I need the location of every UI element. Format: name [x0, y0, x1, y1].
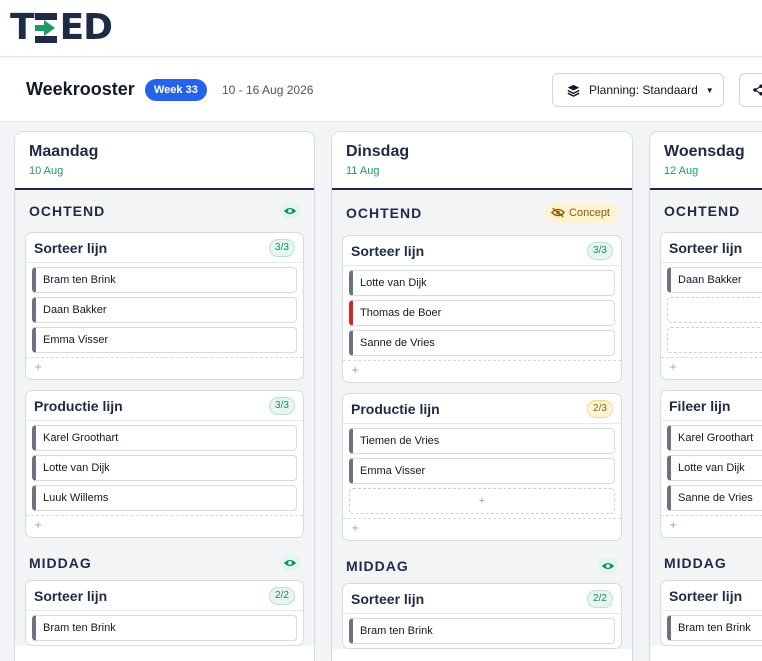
shift-middag: MIDDAG Sorteer lijn 2/2 Bram ten Brink — [15, 538, 314, 646]
fill-count-badge: 3/3 — [269, 396, 295, 415]
add-worker-button[interactable]: + — [26, 515, 303, 537]
share-icon — [752, 81, 762, 100]
worker-slot[interactable]: Lotte van Dijk — [667, 455, 762, 481]
worker-slot[interactable]: Bram ten Brink — [32, 615, 297, 641]
day-header: Dinsdag 11 Aug — [332, 132, 632, 190]
logo-arrow-e — [34, 13, 59, 43]
date-range: 10 - 16 Aug 2026 — [222, 83, 314, 97]
day-name: Dinsdag — [346, 143, 410, 160]
worker-slot[interactable]: Sanne de Vries — [349, 330, 615, 356]
eye-icon[interactable] — [280, 555, 300, 571]
planning-dropdown[interactable]: Planning: Standaard ▼ — [552, 73, 724, 107]
day-date: 11 Aug — [346, 165, 380, 177]
fill-count-badge: 3/3 — [269, 238, 295, 257]
line-title: Fileer lijn — [669, 397, 731, 414]
day-header: Maandag 10 Aug — [15, 132, 314, 190]
day-name: Woensdag — [664, 143, 745, 160]
worker-slot[interactable]: Lotte van Dijk — [32, 455, 297, 481]
fill-count-badge: 2/2 — [587, 589, 613, 608]
line-card: Sorteer lijn 2/2 Bram ten Brink — [25, 580, 304, 646]
line-card: Productie lijn 2/3 Tiemen de Vries Emma … — [342, 393, 622, 541]
line-card: Productie lijn 3/3 Karel Groothart Lotte… — [25, 390, 304, 538]
line-title: Sorteer lijn — [351, 590, 425, 607]
worker-slot-conflict[interactable]: Thomas de Boer — [349, 300, 615, 326]
fill-count-badge: 3/3 — [587, 241, 613, 260]
day-name: Maandag — [29, 143, 99, 160]
fill-count-badge: 2/2 — [269, 586, 295, 605]
line-title: Sorteer lijn — [34, 587, 108, 604]
worker-slot[interactable]: Lotte van Dijk — [349, 270, 615, 296]
add-worker-button[interactable]: + — [26, 357, 303, 379]
shift-middag: MIDDAG Sorteer lijn Bram ten Brink — [650, 538, 762, 646]
line-title: Sorteer lijn — [669, 239, 743, 256]
add-worker-button[interactable]: + — [661, 357, 762, 379]
worker-slot[interactable]: Daan Bakker — [667, 267, 762, 293]
line-card: Sorteer lijn Bram ten Brink — [660, 580, 762, 646]
worker-slot[interactable]: Tiemen de Vries — [349, 428, 615, 454]
empty-slot-add[interactable]: + — [349, 488, 615, 514]
fill-count-badge: 2/3 — [587, 399, 613, 418]
layers-icon — [567, 84, 580, 97]
line-title: Sorteer lijn — [669, 587, 743, 604]
worker-slot[interactable]: Bram ten Brink — [32, 267, 297, 293]
day-date: 10 Aug — [29, 165, 64, 177]
worker-slot[interactable]: Emma Visser — [349, 458, 615, 484]
day-header: Woensdag 12 Aug — [650, 132, 762, 190]
day-date: 12 Aug — [664, 165, 699, 177]
line-card: Sorteer lijn Daan Bakker + — [660, 232, 762, 380]
add-worker-button[interactable]: + — [343, 360, 621, 382]
worker-slot[interactable]: Karel Groothart — [667, 425, 762, 451]
worker-slot[interactable]: Emma Visser — [32, 327, 297, 353]
empty-slot[interactable] — [667, 327, 762, 353]
page-title: Weekrooster — [26, 79, 135, 99]
week-badge: Week 33 — [145, 79, 207, 101]
add-worker-button[interactable]: + — [343, 518, 621, 540]
day-column-dinsdag: Dinsdag 11 Aug OCHTEND Concept Sorteer l… — [331, 131, 633, 661]
eye-icon[interactable] — [280, 203, 300, 219]
logo-letters-ed: ED — [59, 7, 113, 48]
worker-slot[interactable]: Bram ten Brink — [667, 615, 762, 641]
line-title: Productie lijn — [34, 397, 123, 414]
page-header: Weekrooster Week 33 10 - 16 Aug 2026 Pla… — [0, 58, 762, 122]
line-card: Sorteer lijn 3/3 Bram ten Brink Daan Bak… — [25, 232, 304, 380]
line-card: Sorteer lijn 2/2 Bram ten Brink — [342, 583, 622, 649]
day-column-woensdag: Woensdag 12 Aug OCHTEND Sorteer lijn Daa… — [649, 131, 762, 661]
share-button[interactable] — [739, 73, 762, 107]
day-column-maandag: Maandag 10 Aug OCHTEND Sorteer lijn 3/3 … — [14, 131, 315, 661]
shift-ochtend: OCHTEND Sorteer lijn 3/3 Bram ten Brink … — [15, 190, 314, 538]
worker-slot[interactable]: Luuk Willems — [32, 485, 297, 511]
eye-icon[interactable] — [598, 558, 618, 574]
teed-logo[interactable]: T ED — [10, 7, 113, 48]
concept-badge[interactable]: Concept — [545, 202, 618, 223]
planning-label: Planning: Standaard — [589, 83, 698, 97]
shift-ochtend: OCHTEND Concept Sorteer lijn 3/3 Lotte v… — [332, 190, 632, 541]
shift-title: MIDDAG — [346, 558, 409, 574]
line-title: Sorteer lijn — [351, 242, 425, 259]
shift-ochtend: OCHTEND Sorteer lijn Daan Bakker + Filee… — [650, 190, 762, 538]
empty-slot[interactable] — [667, 297, 762, 323]
chevron-down-icon: ▼ — [705, 85, 714, 95]
shift-title: MIDDAG — [664, 555, 727, 571]
shift-title: OCHTEND — [346, 204, 423, 221]
line-title: Productie lijn — [351, 400, 440, 417]
top-bar: T ED — [0, 0, 762, 57]
shift-middag: MIDDAG Sorteer lijn 2/2 Bram ten Brink — [332, 541, 632, 649]
eye-off-icon — [551, 207, 566, 218]
worker-slot[interactable]: Bram ten Brink — [349, 618, 615, 644]
worker-slot[interactable]: Daan Bakker — [32, 297, 297, 323]
worker-slot[interactable]: Sanne de Vries — [667, 485, 762, 511]
shift-title: OCHTEND — [29, 203, 106, 219]
add-worker-button[interactable]: + — [661, 515, 762, 537]
line-title: Sorteer lijn — [34, 239, 108, 256]
line-card: Sorteer lijn 3/3 Lotte van Dijk Thomas d… — [342, 235, 622, 383]
worker-slot[interactable]: Karel Groothart — [32, 425, 297, 451]
logo-letter-t: T — [10, 7, 35, 48]
shift-title: MIDDAG — [29, 555, 92, 571]
line-card: Fileer lijn Karel Groothart Lotte van Di… — [660, 390, 762, 538]
shift-title: OCHTEND — [664, 203, 741, 219]
concept-label: Concept — [569, 206, 610, 219]
